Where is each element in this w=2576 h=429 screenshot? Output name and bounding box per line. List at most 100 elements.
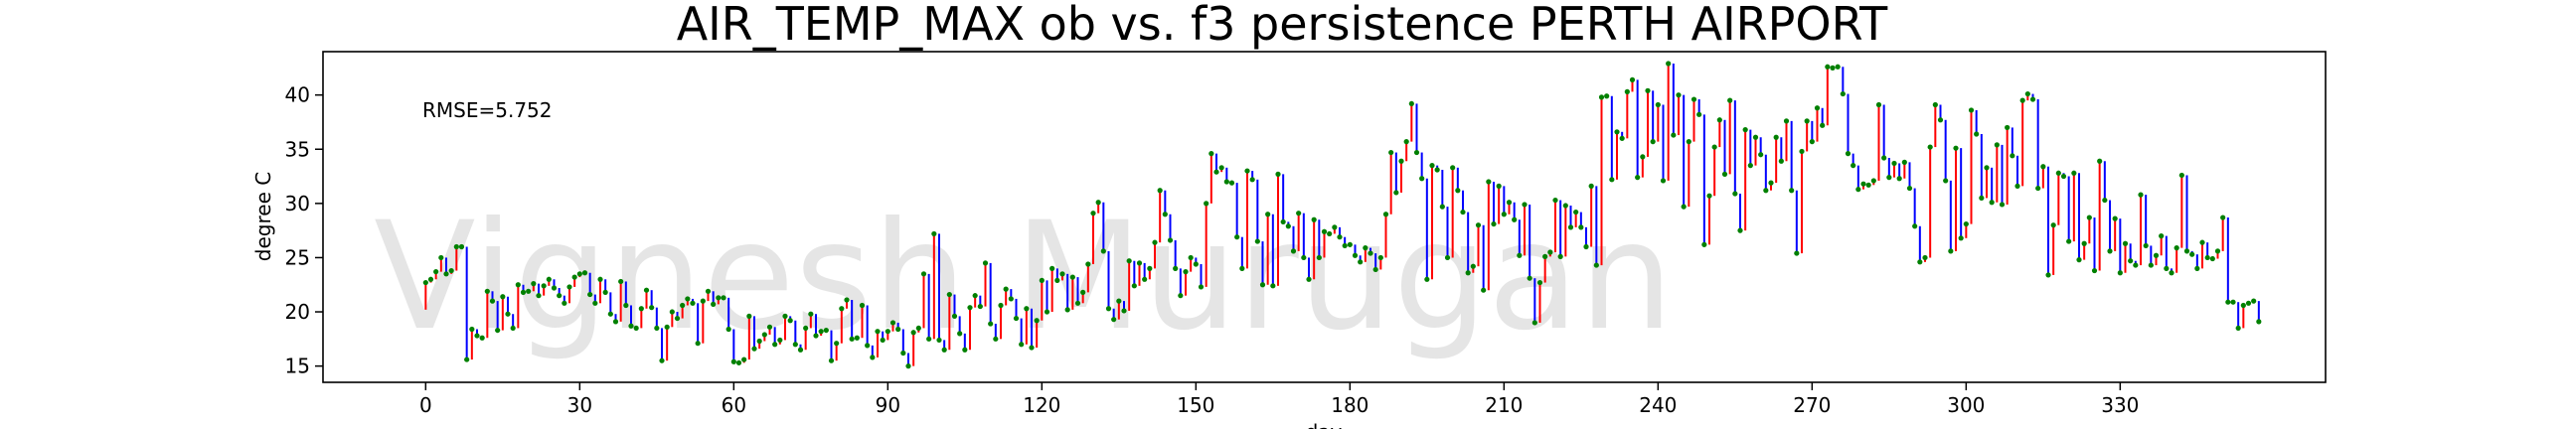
observed-point bbox=[1337, 234, 1343, 240]
observed-point bbox=[1013, 315, 1020, 322]
observed-point bbox=[1676, 92, 1682, 98]
observed-point bbox=[910, 330, 916, 336]
observed-point bbox=[2097, 158, 2103, 164]
observed-point bbox=[2107, 248, 2113, 254]
observed-point bbox=[1306, 276, 1312, 282]
observed-point bbox=[2220, 214, 2226, 220]
observed-point bbox=[967, 305, 973, 311]
x-axis: 0 30 60 90 120 150 180 210 240 270 300 330 bbox=[419, 382, 2139, 417]
observed-point bbox=[1609, 177, 1615, 183]
observed-point bbox=[1536, 279, 1543, 286]
observed-point bbox=[427, 276, 434, 282]
observed-point bbox=[659, 358, 665, 363]
observed-point bbox=[1660, 178, 1667, 184]
observed-point bbox=[1645, 87, 1651, 93]
observed-point bbox=[1527, 275, 1532, 281]
observed-point bbox=[716, 295, 722, 301]
observed-point bbox=[1943, 178, 1949, 184]
observed-point bbox=[607, 311, 613, 317]
x-tick-label: 150 bbox=[1177, 393, 1214, 417]
observed-point bbox=[1974, 131, 1980, 137]
observed-point bbox=[1039, 277, 1045, 283]
observed-point bbox=[1655, 101, 1661, 108]
observed-point bbox=[1701, 241, 1707, 247]
observed-point bbox=[1327, 230, 1333, 237]
observed-point bbox=[1085, 261, 1091, 267]
observed-point bbox=[2091, 267, 2098, 274]
watermark-text: Vignesh Murugan bbox=[374, 191, 1674, 363]
x-tick-label: 330 bbox=[2101, 393, 2139, 417]
observed-point bbox=[1249, 177, 1255, 183]
observed-point bbox=[1984, 165, 1990, 171]
observed-point bbox=[1475, 222, 1482, 228]
observed-point bbox=[1024, 306, 1030, 312]
observed-point bbox=[1614, 129, 1620, 135]
observed-point bbox=[859, 302, 866, 309]
observed-point bbox=[900, 350, 906, 357]
observed-point bbox=[1434, 167, 1440, 173]
observed-point bbox=[2050, 222, 2056, 228]
observed-point bbox=[941, 347, 947, 353]
observed-point bbox=[1162, 212, 1168, 217]
observed-point bbox=[1398, 158, 1404, 164]
observed-point bbox=[571, 274, 577, 280]
plot-frame bbox=[322, 51, 2327, 383]
observed-point bbox=[1922, 254, 1928, 261]
observed-point bbox=[993, 336, 999, 342]
observed-point bbox=[1825, 64, 1831, 70]
observed-point bbox=[581, 270, 588, 276]
observed-point bbox=[1891, 160, 1897, 167]
observed-point bbox=[1444, 254, 1451, 261]
observed-point bbox=[1512, 216, 1518, 222]
observed-point bbox=[1059, 271, 1065, 277]
observed-point bbox=[1937, 117, 1944, 123]
observed-point bbox=[1583, 243, 1589, 250]
observed-point bbox=[787, 318, 793, 324]
observed-point bbox=[880, 337, 886, 344]
observed-point bbox=[988, 321, 994, 327]
observed-point bbox=[531, 281, 537, 287]
observed-point bbox=[587, 291, 593, 298]
observed-point bbox=[1557, 253, 1563, 259]
observed-point bbox=[1696, 111, 1702, 117]
observed-point bbox=[690, 300, 696, 306]
observed-point bbox=[1875, 101, 1882, 108]
observed-point bbox=[1259, 282, 1266, 288]
observed-point bbox=[500, 294, 506, 300]
observed-point bbox=[1208, 151, 1214, 157]
observed-point bbox=[1789, 188, 1795, 194]
observed-point bbox=[1948, 248, 1954, 254]
observed-point bbox=[756, 338, 762, 345]
observed-point bbox=[2122, 240, 2129, 246]
observed-point bbox=[766, 324, 773, 330]
observed-point bbox=[1321, 228, 1328, 234]
observed-point bbox=[1382, 212, 1389, 217]
observed-point bbox=[1126, 258, 1132, 264]
observed-point bbox=[443, 271, 449, 277]
observed-point bbox=[1840, 90, 1846, 97]
observed-point bbox=[2225, 299, 2231, 305]
observed-point bbox=[1845, 151, 1852, 157]
observed-point bbox=[1619, 135, 1625, 141]
observed-point bbox=[1567, 224, 1574, 230]
observed-point bbox=[1054, 277, 1060, 283]
observed-point bbox=[1470, 263, 1476, 269]
observed-point bbox=[2159, 233, 2165, 239]
observed-point bbox=[2153, 252, 2160, 258]
observed-point bbox=[1963, 220, 1969, 227]
observed-point bbox=[633, 325, 639, 332]
observed-point bbox=[803, 325, 809, 332]
observed-point bbox=[1768, 180, 1774, 186]
observed-point bbox=[2066, 238, 2072, 244]
observed-point bbox=[602, 289, 608, 295]
observed-point bbox=[1686, 139, 1691, 145]
observed-point bbox=[2214, 248, 2221, 254]
observed-point bbox=[1029, 345, 1035, 351]
observed-point bbox=[2133, 262, 2139, 268]
observed-point bbox=[926, 336, 932, 342]
observed-point bbox=[982, 260, 989, 266]
observed-point bbox=[875, 329, 881, 335]
observed-point bbox=[1593, 262, 1599, 268]
observed-point bbox=[1486, 179, 1492, 185]
